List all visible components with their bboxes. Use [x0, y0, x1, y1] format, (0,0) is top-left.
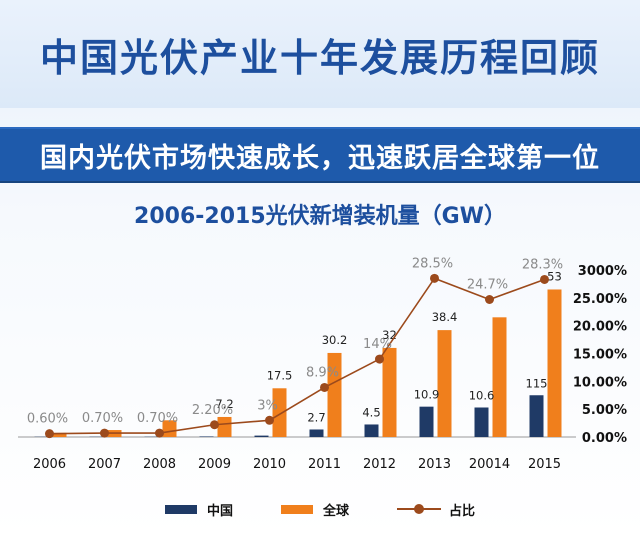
data-label-china: 2.7 [307, 410, 325, 424]
share-point [430, 273, 439, 283]
data-label-share: 28.5% [412, 256, 453, 271]
data-label-china: 4.5 [362, 405, 380, 419]
share-point [45, 429, 54, 439]
share-line [49, 277, 545, 435]
bar-china [254, 435, 269, 437]
bar-china [419, 406, 434, 437]
data-label-global: 17.5 [267, 368, 293, 382]
page-title: 中国光伏产业十年发展历程回顾 [0, 0, 640, 108]
data-label-global: 53 [547, 269, 562, 283]
data-label-share: 3% [257, 398, 278, 413]
data-label-china: 115 [526, 376, 548, 390]
legend-item-share: 占比 [397, 500, 475, 519]
bar-china [474, 407, 489, 437]
data-label-share: 24.7% [467, 278, 508, 293]
legend-label-global: 全球 [323, 503, 350, 519]
legend-swatch-global [281, 504, 314, 514]
bar-china [529, 395, 544, 437]
data-label-global: 38.4 [432, 310, 458, 324]
right-axis-tick-label: 10.00% [573, 375, 627, 390]
x-tick-label: 2012 [363, 457, 396, 472]
data-label-china: 10.9 [414, 388, 440, 402]
legend-label-china: 中国 [207, 503, 234, 519]
bar-global [217, 416, 232, 437]
bar-china [199, 436, 214, 437]
bar-global [327, 352, 342, 437]
right-axis-tick-label: 15.00% [573, 348, 627, 363]
right-axis-tick-label: 0.00% [582, 431, 627, 446]
bar-global [547, 289, 562, 437]
data-label-share: 0.70% [82, 411, 123, 426]
right-axis-tick-label: 3000% [578, 264, 627, 279]
bar-global [382, 347, 397, 437]
bar-china [309, 429, 324, 437]
x-tick-label: 2013 [418, 457, 451, 472]
x-tick-label: 2008 [143, 457, 176, 472]
share-point [540, 274, 549, 284]
right-axis-tick-label: 25.00% [573, 292, 627, 307]
share-point [485, 295, 494, 305]
data-label-share: 2.20% [192, 403, 233, 418]
x-tick-label: 2009 [198, 457, 231, 472]
data-label-share: 8.9% [306, 365, 339, 380]
data-label-share: 28.3% [522, 257, 563, 272]
share-point [375, 354, 384, 364]
bar-global [52, 432, 67, 437]
x-tick-label: 2015 [528, 457, 561, 472]
legend-swatch-china [165, 504, 197, 514]
chart-legend: 中国 全球 占比 [165, 498, 523, 520]
x-tick-label: 20014 [469, 457, 510, 472]
share-point [155, 428, 164, 438]
legend-item-china: 中国 [165, 500, 233, 519]
share-point [320, 382, 329, 392]
bar-global [272, 388, 287, 437]
chart-title: 2006-2015光伏新增装机量（GW） [134, 204, 506, 229]
bar-global [437, 330, 452, 437]
subtitle-banner: 国内光伏市场快速成长，迅速跃居全球第一位 [0, 127, 640, 183]
legend-item-global: 全球 [281, 500, 349, 519]
data-label-share: 0.60% [27, 412, 68, 427]
right-axis-tick-label: 20.00% [573, 320, 627, 335]
data-label-global: 30.2 [322, 333, 348, 347]
share-point [265, 415, 274, 425]
data-label-share: 0.70% [137, 411, 178, 426]
share-point [210, 420, 219, 430]
x-tick-label: 2010 [253, 457, 286, 472]
bar-global [492, 317, 507, 437]
legend-swatch-share [397, 504, 442, 514]
x-tick-label: 2007 [88, 457, 121, 472]
share-point [100, 428, 109, 438]
x-tick-label: 2011 [308, 457, 341, 472]
bar-china [364, 424, 379, 437]
x-tick-label: 2006 [33, 457, 66, 472]
right-axis-tick-label: 5.00% [582, 403, 627, 418]
data-label-china: 10.6 [469, 388, 495, 402]
data-label-share: 14% [363, 337, 392, 352]
legend-label-share: 占比 [449, 503, 476, 519]
data-label-global: 7.2 [215, 397, 233, 411]
